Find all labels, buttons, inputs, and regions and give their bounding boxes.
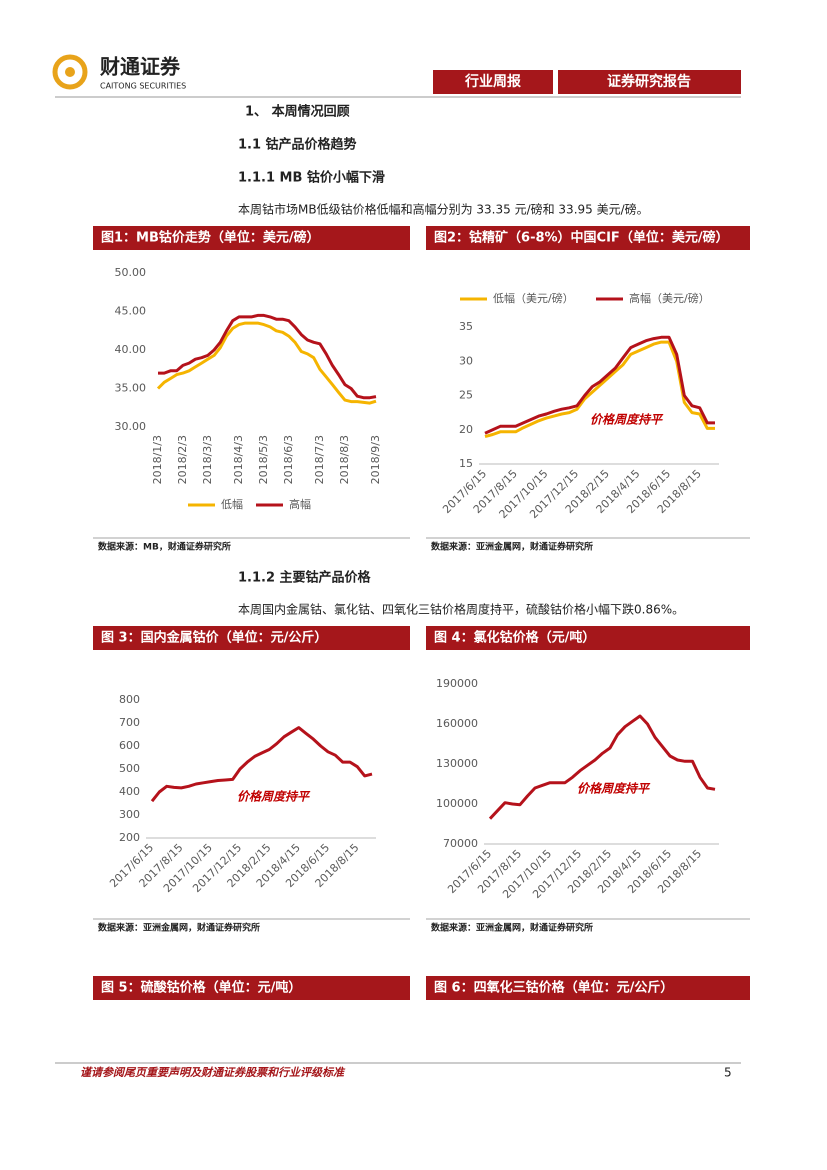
figure-title: 图2：钴精矿（6-8%）中国CIF（单位：美元/磅） <box>434 230 729 246</box>
legend-label: 低幅（美元/磅） <box>493 291 574 305</box>
logo <box>52 54 88 90</box>
x-tick-label: 2018/6/3 <box>282 435 295 484</box>
y-tick-label: 130000 <box>436 757 478 770</box>
figure-source: 数据来源：亚洲金属网，财通证券研究所 <box>98 922 260 934</box>
y-tick-label: 25 <box>459 389 473 402</box>
tag-box <box>433 70 553 94</box>
tag-box <box>558 70 741 94</box>
y-tick-label: 15 <box>459 457 473 470</box>
tag: 证券研究报告 <box>607 73 691 90</box>
y-tick-label: 20 <box>459 423 473 436</box>
figure-title: 图 4：氯化钴价格（元/吨） <box>434 630 595 646</box>
annotation: 价格周度持平 <box>237 790 311 804</box>
x-tick-label: 2018/3/3 <box>201 435 214 484</box>
figure-source: 数据来源：亚洲金属网，财通证券研究所 <box>431 922 593 934</box>
x-tick-label: 2018/1/3 <box>151 435 164 484</box>
figure-title: 图 3：国内金属钴价（单位：元/公斤） <box>101 630 327 646</box>
y-tick-label: 45.00 <box>115 305 147 318</box>
figure-title: 图1：MB钴价走势（单位：美元/磅） <box>101 230 320 246</box>
series-line <box>150 726 373 803</box>
heading: 1、 本周情况回顾 <box>245 104 350 120</box>
y-tick-label: 40.00 <box>115 343 147 356</box>
y-tick-label: 400 <box>119 785 140 798</box>
annotation: 价格周度持平 <box>590 413 664 427</box>
y-tick-label: 200 <box>119 831 140 844</box>
y-tick-label: 35 <box>459 320 473 333</box>
figure-title-bar <box>426 226 750 250</box>
x-tick-label: 2018/7/3 <box>313 435 326 484</box>
figure-title: 图 6：四氧化三钴价格（单位：元/公斤） <box>434 980 673 996</box>
logo-cn: 财通证券 <box>100 55 181 79</box>
heading: 1.1.2 主要钴产品价格 <box>238 570 372 586</box>
y-tick-label: 500 <box>119 762 140 775</box>
x-tick-label: 2018/2/3 <box>176 435 189 484</box>
y-tick-label: 100000 <box>436 797 478 810</box>
figure-title-bar <box>93 626 410 650</box>
heading: 1.1.1 MB 钴价小幅下滑 <box>238 170 385 186</box>
series-line <box>488 714 716 820</box>
x-tick-label: 2018/9/3 <box>369 435 382 484</box>
y-tick-label: 30.00 <box>115 420 147 433</box>
figure-source: 数据来源：MB，财通证券研究所 <box>98 541 231 553</box>
y-tick-label: 50.00 <box>115 266 147 279</box>
logo-en: CAITONG SECURITIES <box>100 82 186 91</box>
y-tick-label: 300 <box>119 808 140 821</box>
x-tick-label: 2018/8/3 <box>338 435 351 484</box>
x-tick-label: 2018/5/3 <box>257 435 270 484</box>
tag: 行业周报 <box>464 73 521 90</box>
y-tick-label: 30 <box>459 354 473 367</box>
figure-title-bar <box>93 976 410 1000</box>
legend-label: 低幅 <box>221 498 243 511</box>
figure-title-bar <box>426 626 750 650</box>
page-number: 5 <box>724 1066 732 1080</box>
y-tick-label: 160000 <box>436 717 478 730</box>
y-tick-label: 70000 <box>443 837 478 850</box>
figure-title-bar <box>93 226 410 250</box>
heading: 1.1 钴产品价格趋势 <box>238 137 357 153</box>
paragraph: 本周钴市场MB低级钴价格低幅和高幅分别为 33.35 元/磅和 33.95 美元… <box>238 202 649 217</box>
figure-title: 图 5：硫酸钴价格（单位：元/吨） <box>101 980 301 996</box>
figure-source: 数据来源：亚洲金属网，财通证券研究所 <box>431 541 593 553</box>
legend-label: 高幅（美元/磅） <box>629 291 710 305</box>
series-line <box>156 321 377 405</box>
y-tick-label: 800 <box>119 693 140 706</box>
y-tick-label: 35.00 <box>115 382 147 395</box>
series-line <box>158 313 377 400</box>
x-tick-label: 2018/4/3 <box>232 435 245 484</box>
figure-title-bar <box>426 976 750 1000</box>
legend-label: 高幅 <box>289 497 311 511</box>
y-tick-label: 190000 <box>436 677 478 690</box>
y-tick-label: 700 <box>119 716 140 729</box>
series-line <box>484 335 715 435</box>
paragraph: 本周国内金属钴、氯化钴、四氧化三钴价格周度持平，硫酸钴价格小幅下跌0.86%。 <box>238 602 684 617</box>
annotation: 价格周度持平 <box>577 782 651 796</box>
footer-text: 谨请参阅尾页重要声明及财通证券股票和行业评级标准 <box>80 1066 346 1079</box>
y-tick-label: 600 <box>119 739 140 752</box>
